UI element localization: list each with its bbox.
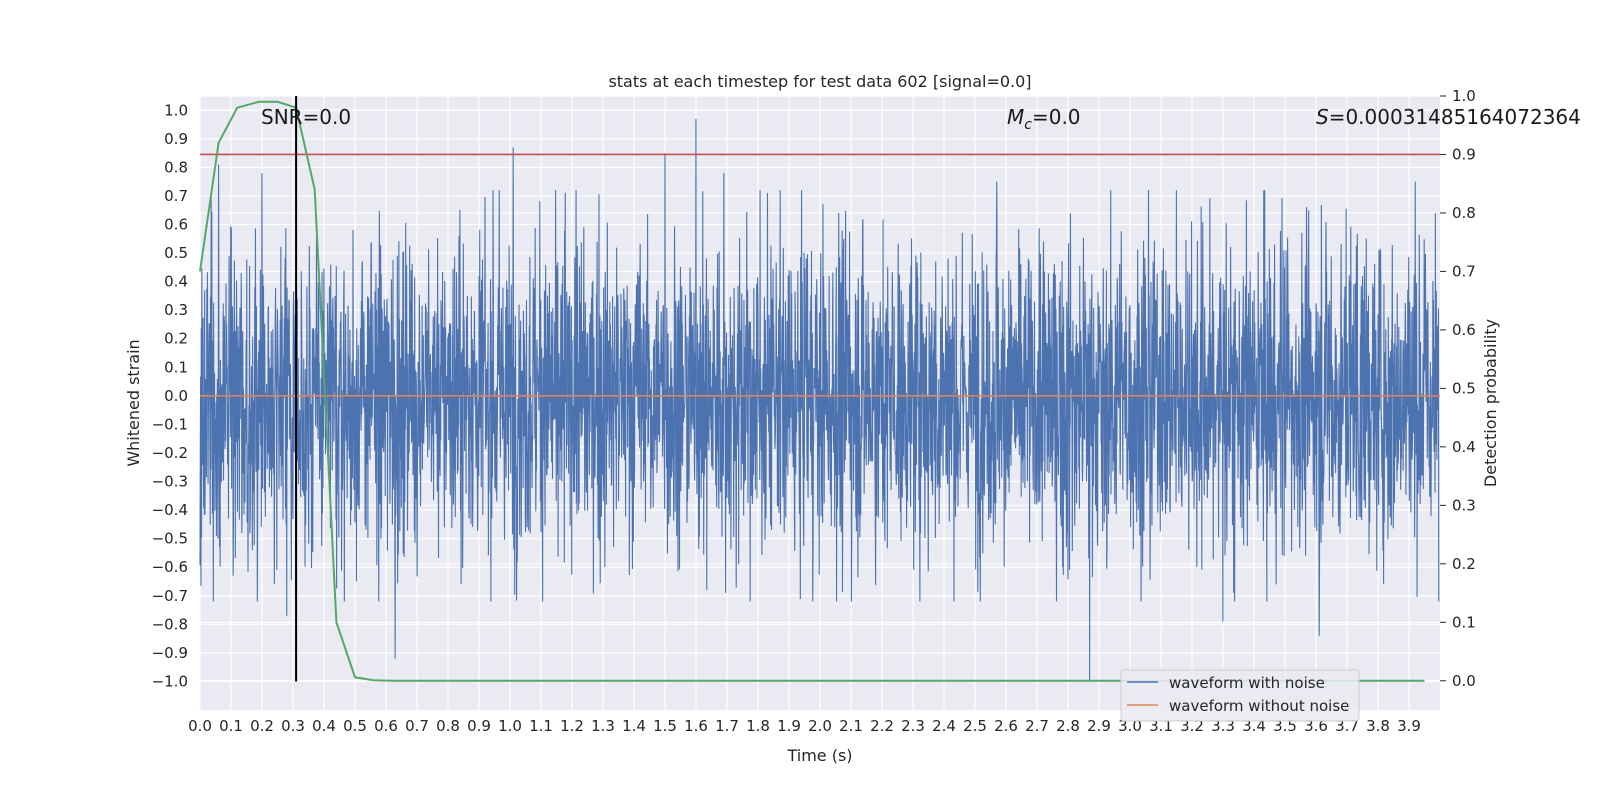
x-tick-label: 2.4	[932, 717, 956, 735]
x-tick-label: 2.3	[901, 717, 925, 735]
y2-tick-label: 0.3	[1452, 496, 1476, 514]
x-tick-label: 1.5	[653, 717, 677, 735]
x-tick-label: 0.2	[250, 717, 274, 735]
x-tick-label: 3.8	[1366, 717, 1390, 735]
y-tick-label: −0.6	[152, 558, 188, 576]
x-tick-label: 0.5	[343, 717, 367, 735]
x-tick-label: 0.7	[405, 717, 429, 735]
y-tick-label: 0.5	[164, 244, 188, 262]
x-tick-label: 1.7	[715, 717, 739, 735]
y2-axis-ticks: 1.0 0.9 0.8 0.7 0.6 0.5 0.4 0.3 0.2 0.1 0.0	[1440, 87, 1476, 690]
x-tick-label: 0.3	[281, 717, 305, 735]
x-axis-label: Time (s)	[786, 746, 852, 765]
x-tick-label: 0.6	[374, 717, 398, 735]
y-tick-label: 0.1	[164, 358, 188, 376]
x-tick-label: 1.3	[591, 717, 615, 735]
s-symbol: S	[1316, 105, 1329, 129]
y-tick-label: −0.3	[152, 473, 188, 491]
y-tick-label: −0.5	[152, 530, 188, 548]
legend-label-noise: waveform with noise	[1169, 674, 1325, 692]
series-lines	[199, 96, 1440, 682]
snr-annotation: SNR=0.0	[261, 105, 351, 129]
x-tick-label: 2.0	[808, 717, 832, 735]
y-tick-label: 0.8	[164, 158, 188, 176]
y-tick-label: −0.2	[152, 444, 188, 462]
x-tick-label: 3.9	[1397, 717, 1421, 735]
y2-tick-label: 0.1	[1452, 613, 1476, 631]
y2-tick-label: 0.9	[1452, 145, 1476, 163]
x-tick-label: 0.0	[188, 717, 212, 735]
y-tick-label: 0.9	[164, 130, 188, 148]
y-axis-label: Whitened strain	[124, 339, 143, 466]
detection-probability-line	[199, 100, 1425, 682]
x-tick-label: 0.4	[312, 717, 336, 735]
noise-line	[199, 118, 1440, 682]
y-tick-label: −0.8	[152, 615, 188, 633]
y2-tick-label: 0.5	[1452, 379, 1476, 397]
y2-axis-label: Detection probability	[1481, 319, 1500, 487]
chirp-mass-value: =0.0	[1032, 105, 1081, 129]
x-tick-label: 2.5	[963, 717, 987, 735]
y2-tick-label: 0.6	[1452, 321, 1476, 339]
y2-tick-label: 1.0	[1452, 87, 1476, 105]
x-tick-label: 1.1	[529, 717, 553, 735]
x-tick-label: 0.8	[436, 717, 460, 735]
x-tick-label: 1.9	[777, 717, 801, 735]
y-tick-label: 1.0	[164, 101, 188, 119]
x-tick-label: 2.7	[1025, 717, 1049, 735]
x-tick-label: 1.0	[498, 717, 522, 735]
y-tick-label: −0.9	[152, 644, 188, 662]
s-value: =0.00031485164072364	[1329, 105, 1581, 129]
y-tick-label: −0.7	[152, 587, 188, 605]
x-tick-label: 2.1	[839, 717, 863, 735]
chart-title: stats at each timestep for test data 602…	[608, 72, 1031, 91]
legend-box	[1120, 669, 1360, 722]
y-tick-label: 0.0	[164, 387, 188, 405]
x-tick-label: 2.6	[994, 717, 1018, 735]
y2-tick-label: 0.2	[1452, 555, 1476, 573]
y-tick-label: −0.1	[152, 415, 188, 433]
y2-tick-label: 0.7	[1452, 262, 1476, 280]
y-tick-label: 0.3	[164, 301, 188, 319]
x-tick-label: 2.8	[1056, 717, 1080, 735]
x-tick-label: 0.1	[219, 717, 243, 735]
y-tick-label: 0.2	[164, 330, 188, 348]
y-tick-label: 0.7	[164, 187, 188, 205]
s-annotation: S=0.00031485164072364	[1316, 105, 1581, 129]
x-tick-label: 1.4	[622, 717, 646, 735]
legend-label-clean: waveform without noise	[1169, 697, 1349, 715]
x-tick-label: 1.6	[684, 717, 708, 735]
y-tick-label: −1.0	[152, 672, 188, 690]
y2-tick-label: 0.0	[1452, 672, 1476, 690]
y-axis-ticks: 1.0 0.9 0.8 0.7 0.6 0.5 0.4 0.3 0.2 0.1 0.0 −0.1 −0.…	[152, 101, 188, 690]
x-tick-label: 1.8	[746, 717, 770, 735]
x-tick-label: 1.2	[560, 717, 584, 735]
legend: waveform with noise waveform without noi…	[1120, 669, 1360, 722]
y2-tick-label: 0.8	[1452, 204, 1476, 222]
chirp-mass-subscript: c	[1024, 117, 1032, 133]
y2-tick-label: 0.4	[1452, 438, 1476, 456]
chirp-mass-symbol: M	[1007, 105, 1024, 129]
x-tick-label: 0.9	[467, 717, 491, 735]
y-tick-label: 0.4	[164, 273, 188, 291]
x-tick-label: 2.2	[870, 717, 894, 735]
x-tick-label: 2.9	[1087, 717, 1111, 735]
y-tick-label: 0.6	[164, 216, 188, 234]
series-waveform-with-noise	[199, 118, 1440, 682]
chirp-mass-annotation: Mc=0.0	[1007, 105, 1081, 133]
y-tick-label: −0.4	[152, 501, 188, 519]
